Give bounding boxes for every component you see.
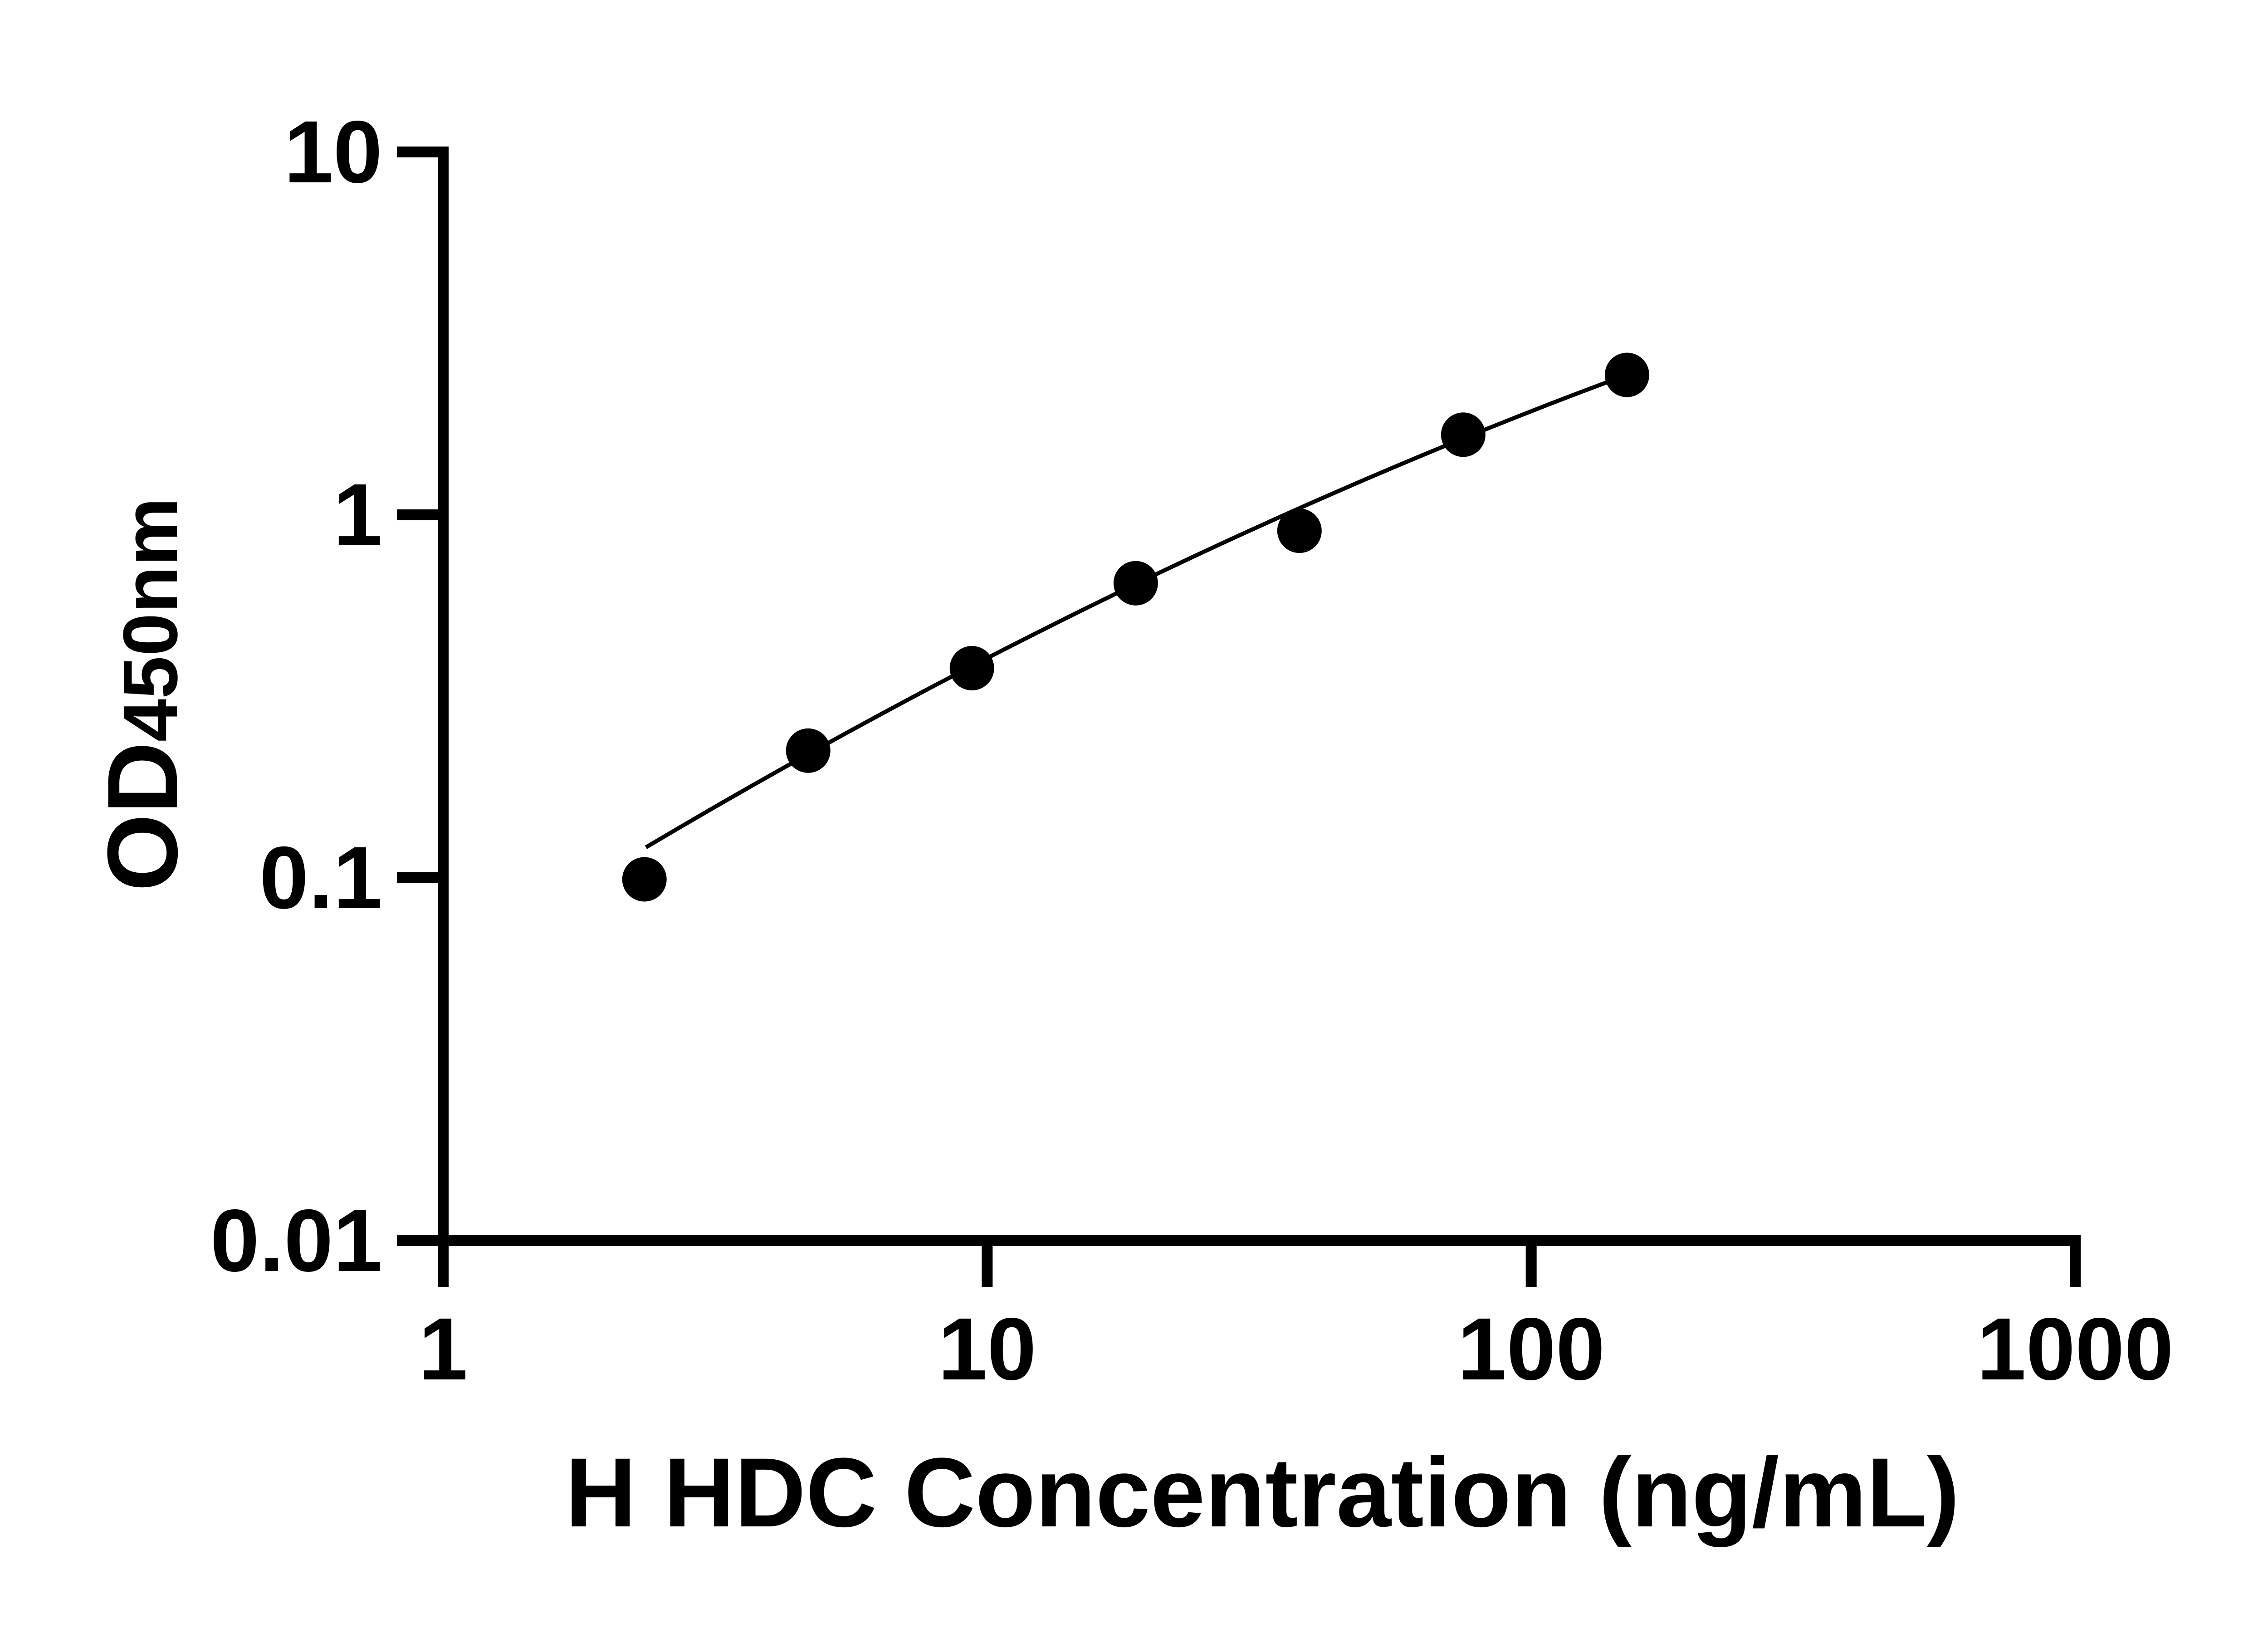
x-tick-label: 100 [1457,1300,1605,1398]
x-tick-label: 1000 [1977,1300,2174,1398]
y-tick-label: 10 [284,103,382,201]
data-point-marker [1604,352,1649,397]
y-tick-label: 1 [333,465,382,564]
y-tick-label: 0.01 [210,1191,382,1290]
tick-labels-layer: 0.01 0.1 1 10 1 10 100 1000 [210,103,2173,1398]
x-tick-label: 1 [419,1300,468,1398]
data-point-marker [949,646,994,690]
y-axis-title-subscript: 450nm [108,498,194,742]
data-point-marker [1277,508,1322,553]
x-tick-label: 10 [938,1300,1036,1398]
axes-layer [397,152,2081,1246]
data-point-marker [786,728,831,773]
y-tick-label: 0.1 [259,828,382,927]
x-axis-title: H HDC Concentration (ng/mL) [565,1437,1960,1547]
y-axis-title: OD450nm [87,498,198,892]
data-point-marker [1441,412,1486,457]
data-point-marker [622,857,667,902]
y-axis-title-main: OD [87,742,198,891]
ticks-layer [397,147,2081,1287]
series-layer [622,352,1649,902]
data-point-marker [1113,561,1158,606]
